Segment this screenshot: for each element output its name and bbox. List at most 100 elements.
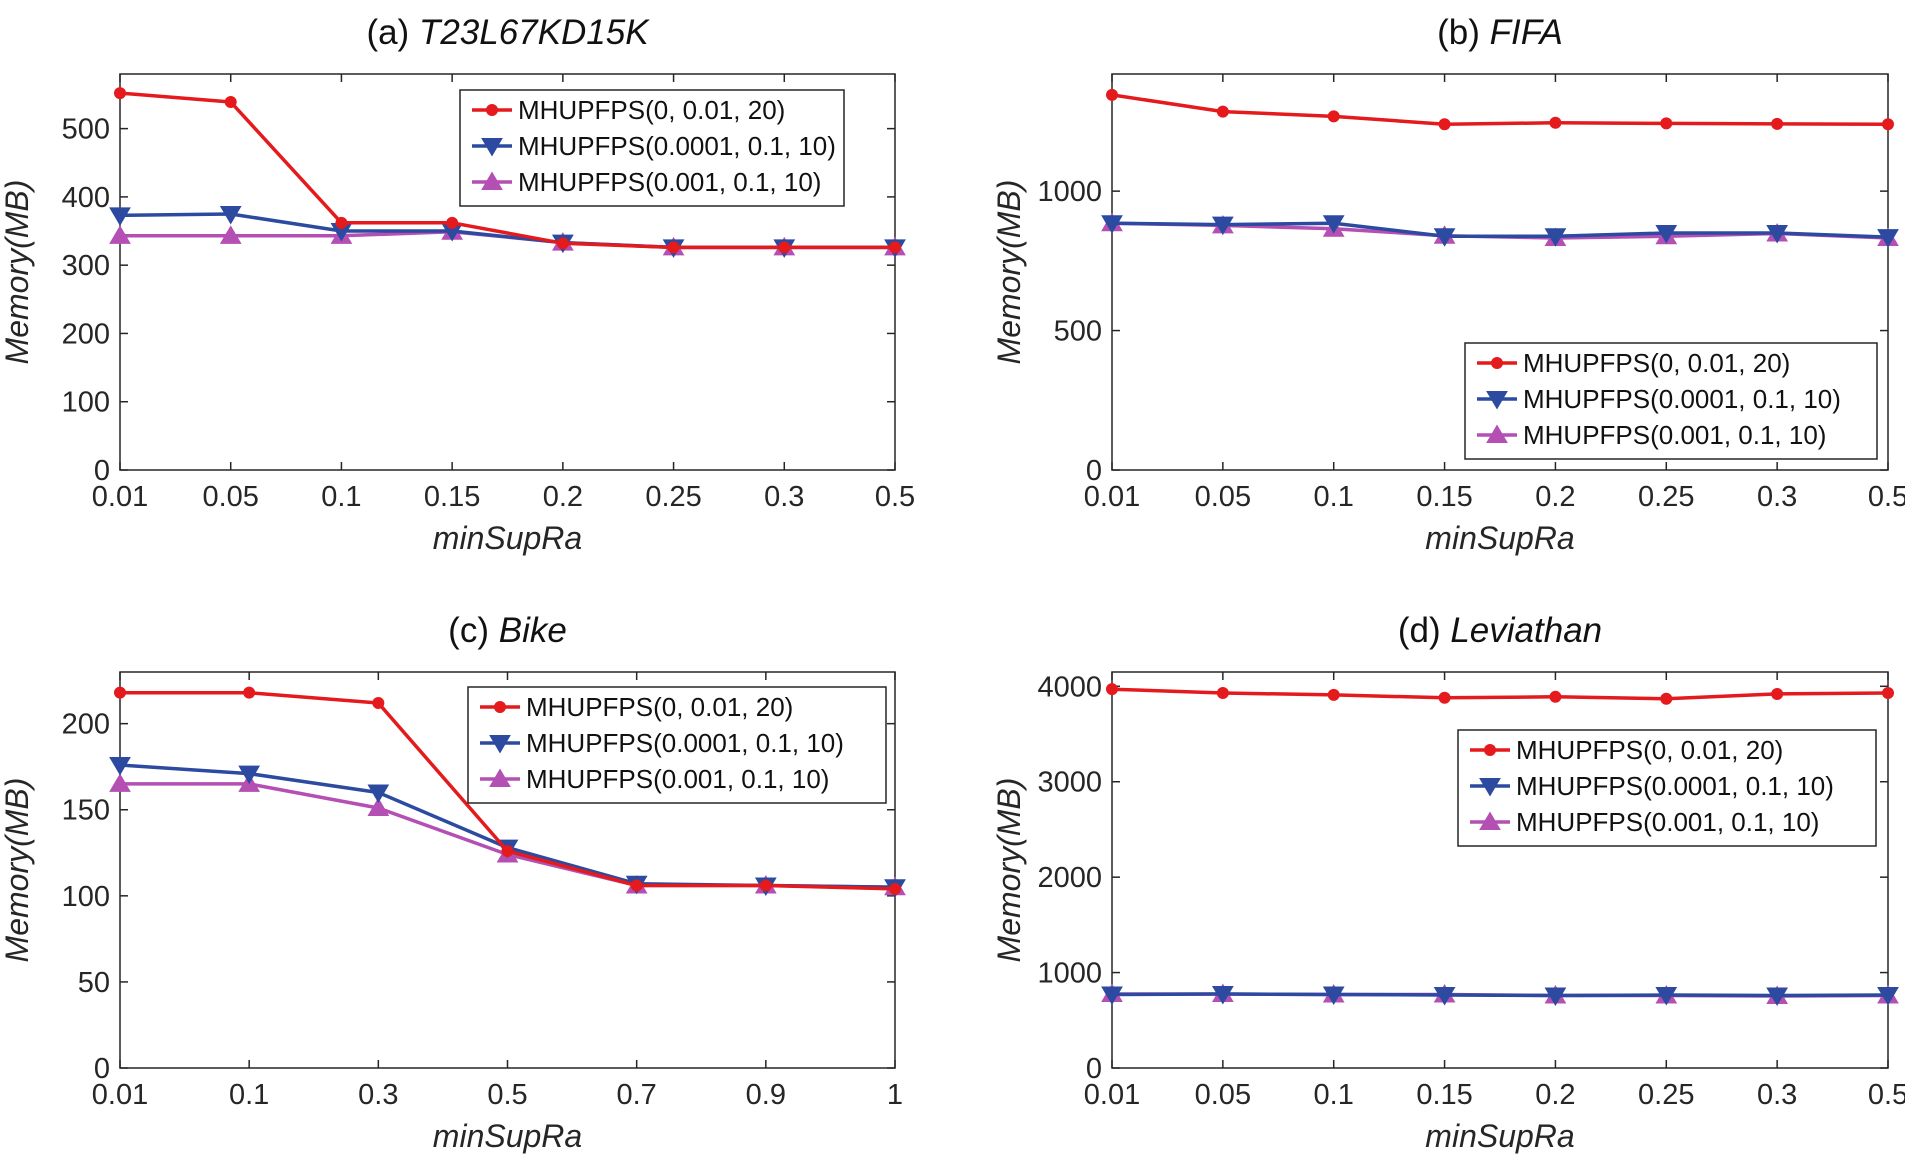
data-point [759, 879, 772, 892]
chart-title-name: Leviathan [1450, 611, 1602, 650]
data-point [778, 241, 791, 254]
data-point [1771, 117, 1784, 130]
series-line [1111, 221, 1889, 239]
x-tick-label: 0.5 [487, 1079, 527, 1111]
data-point [243, 686, 256, 699]
data-point [889, 241, 901, 254]
y-tick-label: 1000 [1037, 176, 1102, 208]
data-point [1660, 692, 1673, 705]
data-point [1216, 105, 1229, 118]
y-tick-label: 2000 [1037, 862, 1102, 894]
data-point [1327, 110, 1340, 123]
chart-title-prefix: (a) [366, 13, 419, 52]
y-tick-label: 500 [1054, 316, 1102, 348]
legend-marker [494, 701, 506, 713]
data-point [446, 216, 459, 229]
y-tick-label: 300 [62, 250, 110, 282]
series-2 [1101, 215, 1899, 248]
x-tick-label: 0.5 [875, 481, 915, 513]
x-axis-label: minSupRa [433, 520, 582, 556]
x-tick-label: 0.3 [1757, 1079, 1797, 1111]
data-point [109, 225, 131, 244]
series-line [119, 91, 895, 250]
x-tick-label: 1 [887, 1079, 903, 1111]
x-tick-label: 0.25 [1638, 1079, 1694, 1111]
y-tick-label: 0 [1086, 455, 1102, 487]
chart-title: (a) T23L67KD15K [366, 13, 650, 52]
data-point [1438, 691, 1451, 704]
legend-label: MHUPFPS(0.0001, 0.1, 10) [526, 728, 844, 758]
y-tick-label: 0 [94, 1053, 110, 1085]
legend-box [1457, 729, 1877, 847]
data-point [1766, 224, 1789, 244]
series-1 [114, 686, 901, 895]
x-tick-label: 0.05 [1195, 1079, 1251, 1111]
legend-label: MHUPFPS(0, 0.01, 20) [1516, 735, 1783, 765]
data-point [1106, 683, 1118, 696]
data-point [367, 797, 390, 817]
y-axis-label: Memory(MB) [991, 778, 1027, 963]
x-tick-label: 0.25 [645, 481, 701, 513]
chart-title: (c) Bike [448, 611, 567, 650]
x-tick-label: 0.3 [358, 1079, 398, 1111]
x-tick-label: 0.2 [1535, 481, 1575, 513]
series-line [1111, 93, 1889, 126]
y-tick-label: 400 [62, 182, 110, 214]
x-tick-label: 0.15 [1416, 1079, 1472, 1111]
legend-marker [1484, 744, 1496, 756]
data-point [1106, 88, 1118, 101]
legend-marker [1479, 811, 1501, 830]
data-point [1882, 118, 1894, 131]
legend-label: MHUPFPS(0.001, 0.1, 10) [518, 167, 821, 197]
x-axis-label: minSupRa [1425, 1118, 1574, 1154]
data-point [1438, 118, 1451, 131]
data-point [219, 225, 242, 244]
legend-label: MHUPFPS(0, 0.01, 20) [526, 692, 793, 722]
legend-box [459, 89, 845, 207]
y-tick-label: 500 [62, 114, 110, 146]
y-axis-label: Memory(MB) [0, 778, 35, 963]
data-point [556, 237, 569, 250]
data-point [667, 241, 680, 254]
y-tick-label: 50 [78, 967, 110, 999]
x-tick-label: 0.01 [92, 1079, 148, 1111]
series-1 [1106, 683, 1894, 705]
y-tick-label: 1000 [1037, 958, 1102, 990]
legend: MHUPFPS(0, 0.01, 20) MHUPFPS(0.0001, 0.1,… [1464, 342, 1878, 460]
data-point [1655, 987, 1678, 1006]
legend-box [467, 686, 887, 804]
chart-title-prefix: (d) [1398, 611, 1451, 650]
data-point [1101, 215, 1123, 234]
legend-marker [486, 104, 498, 116]
chart-title-prefix: (c) [448, 611, 499, 650]
x-tick-label: 0.05 [1195, 481, 1251, 513]
data-point [1433, 228, 1456, 247]
data-point [1660, 117, 1673, 130]
x-tick-label: 0.25 [1638, 481, 1694, 513]
plot-frame [1111, 671, 1889, 1069]
legend-label: MHUPFPS(0.001, 0.1, 10) [526, 764, 829, 794]
x-tick-label: 0.5 [1868, 481, 1905, 513]
y-tick-label: 4000 [1037, 671, 1102, 703]
data-point [1433, 987, 1456, 1006]
data-point [109, 207, 131, 226]
data-point [630, 879, 643, 892]
data-point [114, 87, 126, 100]
legend-marker [481, 171, 503, 190]
y-tick-label: 0 [1086, 1053, 1102, 1085]
data-point [1549, 690, 1562, 703]
legend-marker [489, 768, 511, 787]
x-tick-label: 0.1 [229, 1079, 269, 1111]
plot-frame [1111, 73, 1889, 471]
legend-label: MHUPFPS(0.001, 0.1, 10) [1523, 420, 1826, 450]
y-tick-label: 200 [62, 709, 110, 741]
y-tick-label: 100 [62, 387, 110, 419]
chart-title: (d) Leviathan [1398, 611, 1602, 650]
x-tick-label: 0.1 [321, 481, 361, 513]
legend-label: MHUPFPS(0, 0.01, 20) [518, 95, 785, 125]
legend-label: MHUPFPS(0.0001, 0.1, 10) [518, 131, 836, 161]
x-tick-label: 0.2 [1535, 1079, 1575, 1111]
x-axis-label: minSupRa [433, 1118, 582, 1154]
x-tick-label: 0.5 [1868, 1079, 1905, 1111]
y-axis-label: Memory(MB) [991, 180, 1027, 365]
